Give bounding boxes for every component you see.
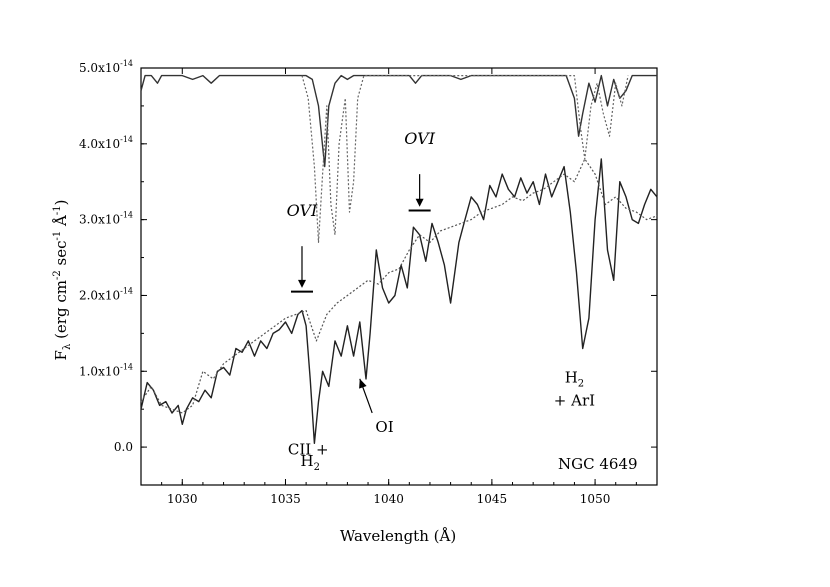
x-tick-label: 1035 (270, 492, 301, 506)
y-tick-label-base: 3.0x10 (79, 213, 120, 227)
plot-frame (140, 67, 658, 486)
series-line-1 (140, 158, 658, 444)
line-annotation-text: OI (375, 418, 393, 436)
y-axis-title-units-close: ) (52, 200, 70, 206)
y-tick-label-exponent: -14 (120, 286, 133, 295)
object-label: NGC 4649 (558, 455, 638, 473)
y-axis-title-sub: λ (62, 343, 73, 350)
y-tick-label: 0.0 (114, 440, 133, 454)
line-annotation-subscript: 2 (578, 379, 584, 390)
y-tick-label-exponent: -14 (120, 135, 133, 144)
y-axis-title-exp2: -1 (52, 231, 63, 241)
series-layer (140, 74, 658, 444)
y-tick-label: 1.0x10-14 (79, 362, 133, 378)
y-tick-label: 3.0x10-14 (79, 211, 133, 227)
x-axis-title: Wavelength (Å) (340, 527, 456, 545)
x-tick-label: 1040 (373, 492, 404, 506)
y-tick-label-exponent: -14 (120, 362, 133, 371)
x-tick-label: 1045 (477, 492, 508, 506)
y-axis-ticks: 0.01.0x10-142.0x10-143.0x10-144.0x10-145… (79, 59, 657, 486)
series-line-4 (301, 74, 629, 243)
line-annotation-text: H (565, 369, 578, 387)
line-annotation: OI (375, 418, 393, 436)
line-annotation-text: + ArI (554, 391, 595, 409)
marker-layer (290, 174, 431, 414)
y-tick-label: 2.0x10-14 (79, 286, 133, 302)
line-annotation: H2 (301, 452, 320, 473)
y-axis-title: Fλ (erg cm-2 sec-1 Å-1) (52, 200, 73, 361)
y-tick-label-base: 1.0x10 (79, 364, 120, 378)
y-tick-label-base: 5.0x10 (79, 61, 120, 75)
line-annotation-subscript: 2 (314, 462, 320, 473)
series-line-2 (140, 158, 658, 414)
line-annotation-text: OVI (404, 129, 435, 148)
y-axis-title-units-a: Å (52, 215, 70, 231)
y-tick-label: 5.0x10-14 (79, 59, 133, 75)
y-axis-title-exp1: -2 (52, 270, 63, 280)
y-axis-title-main: F (52, 350, 70, 360)
y-tick-label-exponent: -14 (120, 211, 133, 220)
line-annotation-text: H (301, 452, 314, 470)
x-tick-label: 1050 (580, 492, 611, 506)
plot-border (140, 67, 658, 486)
line-annotation: OVI (404, 129, 435, 148)
x-axis-ticks: 1030 1035 1040 1045 1050 (140, 68, 658, 506)
svg-text:Fλ (erg cm-2 sec-1 Å-1): Fλ (erg cm-2 sec-1 Å-1) (52, 200, 73, 361)
oi-arrow-head (359, 378, 367, 389)
y-tick-label-exponent: -14 (120, 59, 133, 68)
line-annotation-text: OVI (287, 201, 318, 220)
y-tick-label-base: 0.0 (114, 440, 133, 454)
y-axis-title-exp3: -1 (52, 205, 63, 215)
line-annotation: + ArI (554, 391, 595, 409)
x-tick-label: 1030 (167, 492, 198, 506)
line-annotation: CII + (288, 441, 329, 459)
y-axis-title-units-mid: sec (52, 241, 70, 271)
oiv-marker-arrow-head (297, 279, 306, 288)
y-tick-label-base: 4.0x10 (79, 137, 120, 151)
y-tick-label-base: 2.0x10 (79, 288, 120, 302)
y-tick-label: 4.0x10-14 (79, 135, 133, 151)
oiv-marker-arrow-head (415, 198, 424, 207)
y-axis-title-units-open: (erg cm (52, 280, 70, 344)
line-annotation: OVI (287, 201, 318, 220)
line-annotation-text: CII + (288, 441, 329, 459)
line-annotation: H2 (565, 369, 584, 390)
